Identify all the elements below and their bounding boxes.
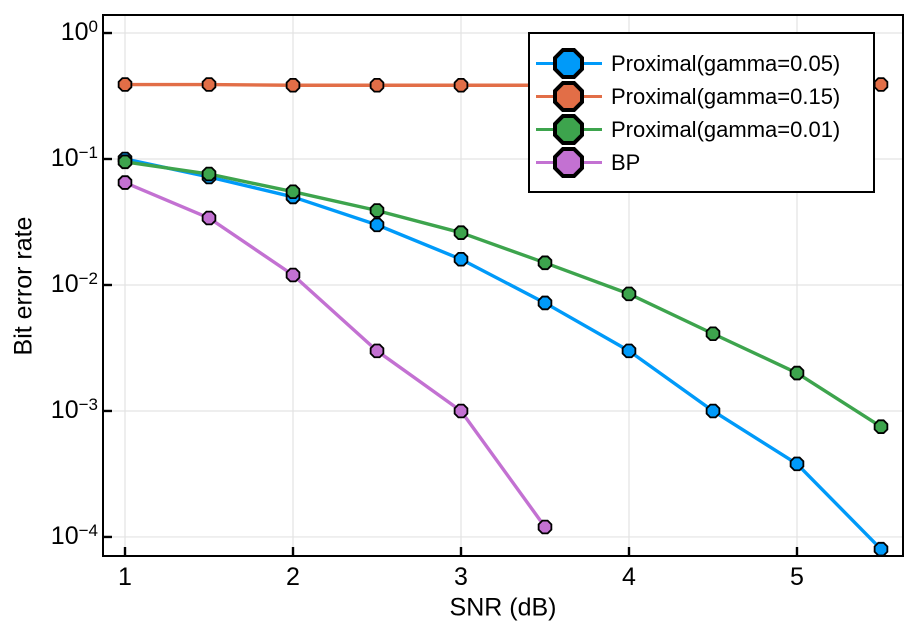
- data-point-marker: [369, 203, 385, 218]
- data-point-marker: [117, 77, 133, 92]
- legend-marker-proximal-gamma-0-15-icon: [536, 80, 602, 113]
- data-point-marker: [201, 166, 217, 182]
- series-line: [123, 157, 883, 551]
- y-tick-label: 10−4: [50, 520, 98, 550]
- y-tick-label: 10−3: [50, 394, 98, 424]
- data-point-marker: [453, 77, 469, 93]
- gridlines: [103, 15, 903, 556]
- legend: Proximal(gamma=0.05) Proximal(gamma=0.15)…: [528, 32, 875, 193]
- data-point-marker: [705, 326, 721, 342]
- x-tick-label: 4: [622, 563, 636, 591]
- x-tick-label: 3: [454, 563, 468, 591]
- data-point-marker: [369, 343, 385, 359]
- series-bp: [117, 175, 553, 535]
- data-point-marker: [453, 225, 469, 240]
- data-point-marker: [537, 255, 553, 271]
- y-tick-label: 10−1: [50, 142, 98, 172]
- data-point-marker: [117, 154, 133, 170]
- legend-label: Proximal(gamma=0.05): [611, 50, 841, 76]
- data-point-marker: [873, 77, 889, 92]
- series-line: [123, 180, 547, 529]
- legend-entry-bp: BP: [530, 146, 873, 179]
- data-point-marker: [453, 403, 469, 419]
- x-axis-label: SNR (dB): [449, 593, 557, 622]
- x-tick-label: 1: [118, 563, 132, 591]
- data-point-marker: [789, 365, 805, 381]
- data-point-marker: [117, 175, 133, 190]
- tick-marks: [103, 31, 799, 556]
- legend-marker-bp-icon: [536, 146, 602, 179]
- data-point-marker: [285, 77, 301, 93]
- legend-marker-proximal-gamma-0-05-icon: [536, 47, 602, 80]
- legend-label: Proximal(gamma=0.15): [611, 83, 841, 109]
- legend-marker-proximal-gamma-0-01-icon: [536, 113, 602, 146]
- legend-entry-proximal-gamma-0-05: Proximal(gamma=0.05): [530, 47, 873, 80]
- data-point-marker: [873, 541, 889, 557]
- y-tick-label: 100: [60, 16, 98, 47]
- y-axis-label: Bit error rate: [9, 216, 38, 356]
- data-point-marker: [201, 210, 217, 226]
- data-point-marker: [537, 295, 553, 311]
- data-point-marker: [285, 267, 301, 283]
- data-point-marker: [285, 184, 301, 199]
- data-point-marker: [201, 77, 217, 92]
- series-proximal-gamma-0-01: [117, 154, 889, 434]
- data-point-marker: [621, 343, 637, 359]
- y-tick-label: 10−2: [50, 268, 98, 298]
- series-proximal-gamma-0-05: [117, 151, 889, 557]
- data-point-marker: [369, 217, 385, 233]
- legend-entry-proximal-gamma-0-01: Proximal(gamma=0.01): [530, 113, 873, 146]
- data-point-marker: [537, 519, 553, 535]
- x-tick-label: 2: [286, 563, 300, 591]
- data-point-marker: [789, 456, 805, 472]
- data-point-marker: [369, 77, 385, 93]
- legend-label: BP: [611, 149, 641, 175]
- data-point-marker: [621, 286, 637, 302]
- legend-entry-proximal-gamma-0-15: Proximal(gamma=0.15): [530, 80, 873, 113]
- series-line: [123, 160, 883, 429]
- data-point-marker: [873, 419, 889, 434]
- x-tick-label: 5: [790, 563, 804, 591]
- data-point-marker: [705, 403, 721, 419]
- data-point-marker: [453, 251, 469, 267]
- legend-label: Proximal(gamma=0.01): [611, 116, 841, 142]
